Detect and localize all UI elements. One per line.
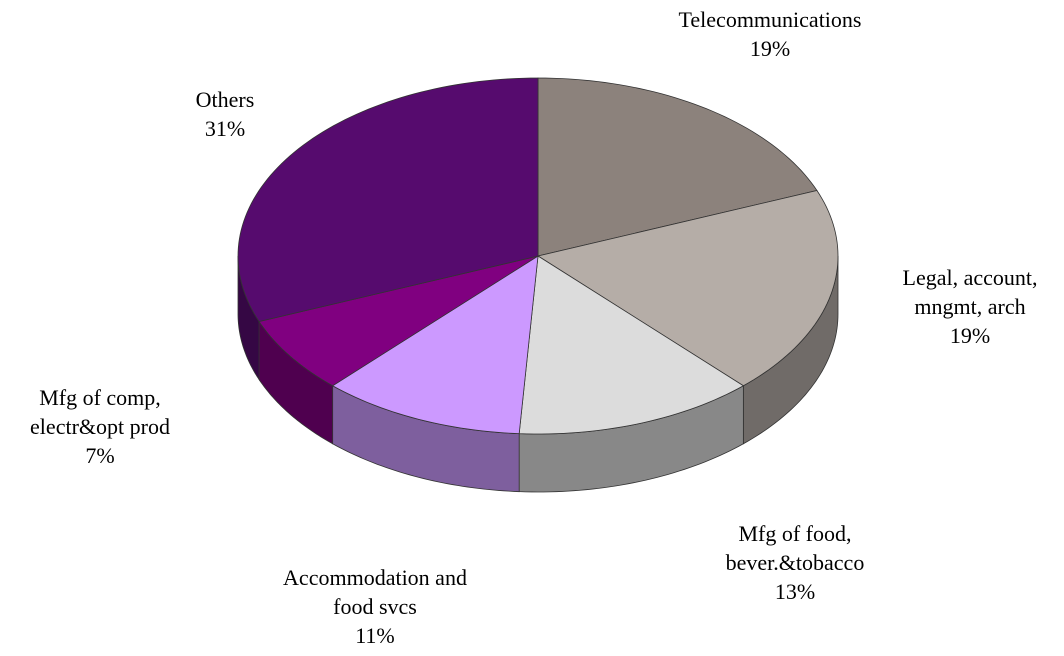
- value-label: 19%: [750, 36, 790, 61]
- slice: [258, 255, 539, 387]
- label-line: electr&opt prod: [30, 414, 170, 439]
- label-line: food svcs: [333, 594, 417, 619]
- slice: [537, 77, 818, 257]
- slice-label: Others: [196, 87, 255, 112]
- label-line: Accommodation and: [283, 565, 467, 590]
- slice-label: Legal, account, mngmt, arch: [903, 265, 1038, 319]
- value-label: 13%: [775, 579, 815, 604]
- label-line: Others: [196, 87, 255, 112]
- label-line: Mfg of comp,: [39, 385, 161, 410]
- value-label: 7%: [85, 443, 114, 468]
- slice-label: Telecommunications: [679, 7, 862, 32]
- slice: [518, 255, 745, 435]
- slice-label: Accommodation and food svcs: [283, 565, 467, 619]
- value-label: 11%: [355, 623, 395, 648]
- slice: [237, 77, 539, 322]
- value-label: 19%: [950, 323, 990, 348]
- slice: [331, 255, 539, 435]
- label-line: mngmt, arch: [914, 294, 1025, 319]
- slice-label: Mfg of food, bever.&tobacco: [726, 521, 865, 575]
- label-line: Telecommunications: [679, 7, 862, 32]
- value-label: 31%: [205, 116, 245, 141]
- label-line: Mfg of food,: [738, 521, 851, 546]
- slice-label: Mfg of comp, electr&opt prod: [30, 385, 170, 439]
- slice: [536, 190, 839, 387]
- label-line: Legal, account,: [903, 265, 1038, 290]
- label-line: bever.&tobacco: [726, 550, 865, 575]
